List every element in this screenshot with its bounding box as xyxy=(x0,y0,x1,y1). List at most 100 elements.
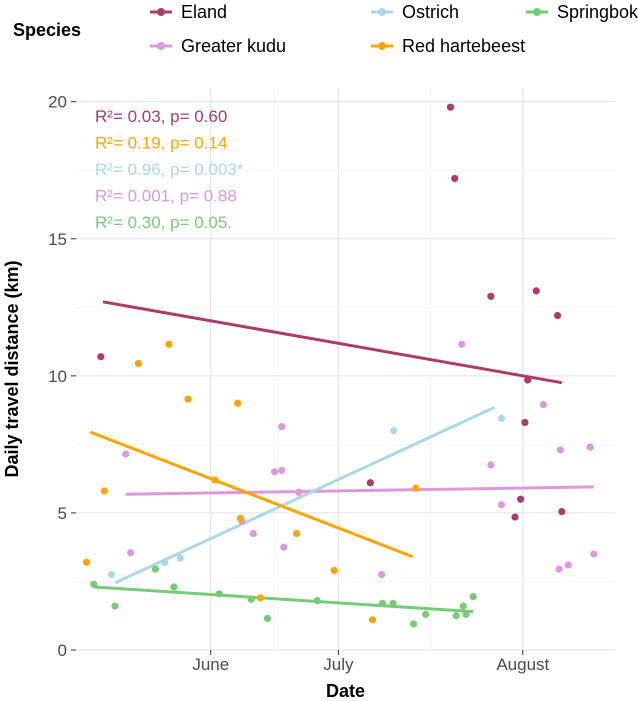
point-red-hartebeest xyxy=(256,594,264,602)
point-springbok xyxy=(409,620,418,628)
point-greater-kudu xyxy=(270,468,279,476)
point-red-hartebeest xyxy=(412,484,420,492)
axes: 0 5 10 15 20 June July August Date Daily travel d… xyxy=(2,93,550,701)
x-tick-label: August xyxy=(496,655,549,674)
point-springbok xyxy=(469,592,477,601)
point-eland xyxy=(517,495,525,503)
point-springbok xyxy=(313,597,321,605)
point-greater-kudu xyxy=(280,543,288,551)
point-red-hartebeest xyxy=(234,399,242,407)
point-red-hartebeest xyxy=(134,359,143,368)
point-springbok xyxy=(247,595,255,603)
legend-item-springbok: Springbok xyxy=(526,2,638,22)
annotations: R²= 0.03, p= 0.60 R²= 0.19, p= 0.14 R²= 0.… xyxy=(95,107,244,232)
point-eland xyxy=(97,353,105,361)
y-tick-label: 10 xyxy=(48,367,67,386)
point-greater-kudu xyxy=(555,565,563,573)
point-ostrich xyxy=(107,571,116,579)
point-springbok xyxy=(215,590,223,598)
point-greater-kudu xyxy=(497,501,506,509)
legend-key-point xyxy=(378,8,386,16)
point-greater-kudu xyxy=(586,443,594,451)
y-tick-label: 15 xyxy=(48,230,67,249)
point-red-hartebeest xyxy=(100,487,108,495)
point-eland xyxy=(446,103,455,111)
point-eland xyxy=(532,287,540,295)
point-red-hartebeest xyxy=(211,476,219,484)
point-eland xyxy=(553,311,562,320)
point-greater-kudu xyxy=(249,529,257,538)
legend: Species Eland Greater kudu Ostrich Red harte… xyxy=(13,2,638,56)
point-greater-kudu xyxy=(487,461,495,469)
legend-label: Springbok xyxy=(557,2,638,22)
point-ostrich xyxy=(176,554,184,562)
point-red-hartebeest xyxy=(330,566,338,575)
point-springbok xyxy=(459,602,467,610)
legend-item-eland: Eland xyxy=(150,2,227,22)
point-eland xyxy=(511,513,519,521)
legend-key-point xyxy=(378,42,386,50)
point-red-hartebeest xyxy=(368,616,377,624)
y-axis-title: Daily travel distance (km) xyxy=(2,260,22,477)
x-tick-label: June xyxy=(192,655,229,674)
point-greater-kudu xyxy=(127,549,135,557)
annotation-ostrich: R²= 0.96, p= 0.003* xyxy=(95,160,244,179)
y-tick-label: 0 xyxy=(58,641,67,660)
y-tick-label: 20 xyxy=(48,93,67,112)
legend-label: Eland xyxy=(181,2,227,22)
point-greater-kudu xyxy=(278,466,286,475)
point-red-hartebeest xyxy=(236,514,245,523)
annotation-springbok: R²= 0.30, p= 0.05. xyxy=(95,213,232,232)
point-springbok xyxy=(422,610,430,618)
x-tick-label: July xyxy=(323,655,354,674)
point-eland xyxy=(521,418,529,427)
trend-lines xyxy=(89,300,594,614)
legend-item-red-hartebeest: Red hartebeest xyxy=(371,36,525,56)
legend-label: Red hartebeest xyxy=(402,36,525,56)
annotation-eland: R²= 0.03, p= 0.60 xyxy=(95,107,227,126)
data-points xyxy=(83,103,598,628)
point-greater-kudu xyxy=(590,550,598,558)
point-eland xyxy=(451,174,459,183)
point-springbok xyxy=(263,614,272,623)
trend-line-red-hartebeest xyxy=(89,430,414,559)
legend-item-ostrich: Ostrich xyxy=(371,2,459,22)
legend-key-point xyxy=(157,8,165,16)
point-greater-kudu xyxy=(278,422,286,431)
point-springbok xyxy=(90,580,98,588)
grid-lines xyxy=(76,88,615,651)
point-springbok xyxy=(462,610,470,618)
legend-key-point xyxy=(533,8,541,16)
point-greater-kudu xyxy=(458,340,466,348)
trend-line-eland xyxy=(102,300,563,385)
point-springbok xyxy=(452,612,460,620)
point-greater-kudu xyxy=(556,446,564,454)
point-greater-kudu xyxy=(378,571,386,579)
point-eland xyxy=(524,376,532,384)
point-ostrich xyxy=(497,414,506,422)
legend-label: Greater kudu xyxy=(181,36,286,56)
point-greater-kudu xyxy=(564,561,572,569)
point-ostrich xyxy=(161,558,169,566)
point-red-hartebeest xyxy=(83,558,91,566)
point-red-hartebeest xyxy=(292,529,301,538)
legend-item-greater-kudu: Greater kudu xyxy=(150,36,286,56)
x-axis-title: Date xyxy=(326,681,365,701)
trend-line-ostrich xyxy=(114,406,496,585)
point-ostrich xyxy=(390,427,398,435)
point-red-hartebeest xyxy=(184,395,192,403)
point-greater-kudu xyxy=(539,401,547,409)
trend-line-springbok xyxy=(93,585,474,614)
point-eland xyxy=(366,479,374,487)
point-greater-kudu xyxy=(122,450,130,458)
point-eland xyxy=(558,507,566,516)
point-springbok xyxy=(111,602,119,610)
legend-title: Species xyxy=(13,20,81,40)
point-red-hartebeest xyxy=(165,340,173,348)
point-eland xyxy=(487,292,495,300)
point-springbok xyxy=(378,599,386,607)
trend-line-greater-kudu xyxy=(125,485,594,496)
point-springbok xyxy=(151,565,160,573)
point-springbok xyxy=(389,599,397,607)
